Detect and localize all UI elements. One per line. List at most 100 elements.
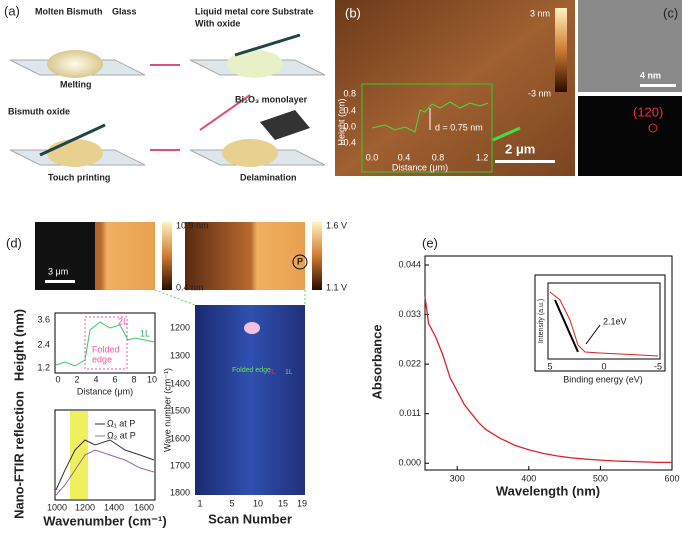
scale-label: 4 nm — [640, 70, 661, 80]
x-tick: 15 — [278, 498, 288, 508]
annotation: 2L — [268, 369, 276, 376]
label: Melting — [60, 79, 92, 89]
y-tick: 0.0 — [343, 121, 356, 131]
x-tick: 10 — [147, 374, 157, 384]
y-tick: 1200 — [170, 322, 190, 332]
panel-d: (d) 10.9 nm 0.4 nm 3 μm 1.6 V 1.1 V P 3.… — [6, 220, 347, 528]
scale-label: 3 μm — [48, 266, 68, 276]
droplet — [227, 50, 283, 78]
droplet — [47, 50, 103, 78]
x-label: Distance (μm) — [77, 386, 133, 396]
color-bar — [162, 222, 172, 290]
scale-bar — [640, 84, 676, 87]
x-label: Distance (μm) — [392, 162, 448, 172]
x-tick-label: 400 — [521, 473, 536, 483]
x-tick: 10 — [253, 498, 263, 508]
x-tick: 1 — [197, 498, 202, 508]
highlight — [70, 411, 88, 499]
label: Molten Bismuth — [35, 6, 103, 16]
panel-b: (b) 3 nm -3 nm 2 μm 0.8 0.4 0.0 -0.4 0.0… — [335, 0, 575, 176]
y-label: Height (nm) — [336, 98, 346, 145]
x-tick: 2 — [74, 374, 79, 384]
x-tick: 8 — [131, 374, 136, 384]
annotation: 2.1eV — [603, 316, 627, 326]
annotation: edge — [92, 354, 112, 364]
y-tick: 3.6 — [37, 314, 50, 324]
y-tick: 1.2 — [37, 362, 50, 372]
x-tick: -5 — [654, 361, 662, 371]
height-profile — [55, 321, 155, 367]
y-tick: 0.8 — [343, 88, 356, 98]
panel-label: (d) — [6, 235, 22, 250]
line — [424, 296, 672, 463]
plot-frame — [547, 282, 661, 360]
legend-label: Ω₁ at P — [107, 418, 135, 428]
x-tick: 1600 — [134, 502, 154, 512]
panel-label: (b) — [345, 5, 361, 20]
annotation: 1L — [285, 369, 293, 376]
scale-bar — [495, 160, 555, 163]
hotspot — [244, 322, 260, 334]
scale-label: 2 μm — [505, 141, 535, 156]
profile — [371, 101, 489, 133]
panel-label: (c) — [663, 5, 678, 20]
x-label: Scan Number — [208, 511, 292, 526]
label: Glass — [112, 6, 137, 16]
spot-label: (120) — [633, 104, 663, 119]
color-bar — [555, 8, 567, 92]
y-tick-label: 0.000 — [398, 458, 421, 468]
x-tick: 0.4 — [398, 152, 411, 162]
x-tick: 1000 — [47, 502, 67, 512]
y-tick: 1500 — [170, 405, 190, 415]
annotation: 1L — [140, 328, 150, 338]
x-label: Binding energy (eV) — [563, 374, 643, 384]
afm-image — [335, 0, 575, 176]
panel-label: (e) — [422, 235, 438, 250]
cbar-min: 0.4 nm — [176, 282, 204, 292]
x-tick-label: 300 — [450, 473, 465, 483]
label: With oxide — [195, 18, 240, 28]
panel-c: (c) 4 nm (120) — [578, 0, 682, 176]
cbar-max: 1.6 V — [326, 220, 347, 230]
profile-marker — [492, 126, 521, 142]
cbar-min: 1.1 V — [326, 282, 347, 292]
map-image — [195, 305, 305, 495]
cbar-min: -3 nm — [528, 88, 551, 98]
substrate — [39, 123, 106, 157]
plot-frame — [424, 255, 673, 471]
arrow — [585, 324, 601, 345]
spectrum — [55, 449, 155, 496]
x-tick: 0.8 — [432, 152, 445, 162]
guide — [154, 289, 196, 306]
y-tick: 1800 — [170, 487, 190, 497]
y-label: Absorbance — [369, 324, 384, 399]
droplet — [47, 139, 103, 167]
cbar-max: 10.9 nm — [176, 220, 209, 230]
y-tick-label: 0.011 — [399, 408, 421, 418]
x-tick: 1400 — [104, 502, 124, 512]
arrows — [150, 64, 251, 151]
panel-label: (a) — [4, 3, 20, 18]
spectrum — [55, 439, 155, 491]
x-label: Wavenumber (cm⁻¹) — [43, 513, 166, 528]
x-tick: 0 — [55, 374, 60, 384]
highlight — [84, 316, 128, 370]
legend-label: Ω₂ at P — [107, 430, 136, 440]
x-tick: 4 — [93, 374, 98, 384]
y-tick: 0.4 — [343, 105, 356, 115]
y-label: Intensity (a.u.) — [538, 299, 545, 343]
annotation: Folded edge — [232, 367, 271, 374]
tem-image — [578, 0, 682, 92]
diffraction-image — [578, 96, 682, 176]
x-tick: 6 — [112, 374, 117, 384]
annotation: 2L — [118, 316, 128, 326]
x-tick-label: 500 — [593, 473, 608, 483]
color-bar — [312, 222, 322, 290]
x-tick: 1.2 — [476, 152, 489, 162]
x-tick: 19 — [297, 498, 307, 508]
y-label: Height (nm) — [11, 309, 26, 381]
fit-line — [554, 299, 579, 353]
label: Bismuth oxide — [8, 106, 70, 116]
y-tick-label: 0.022 — [398, 359, 421, 369]
x-tick: 5 — [547, 361, 552, 371]
